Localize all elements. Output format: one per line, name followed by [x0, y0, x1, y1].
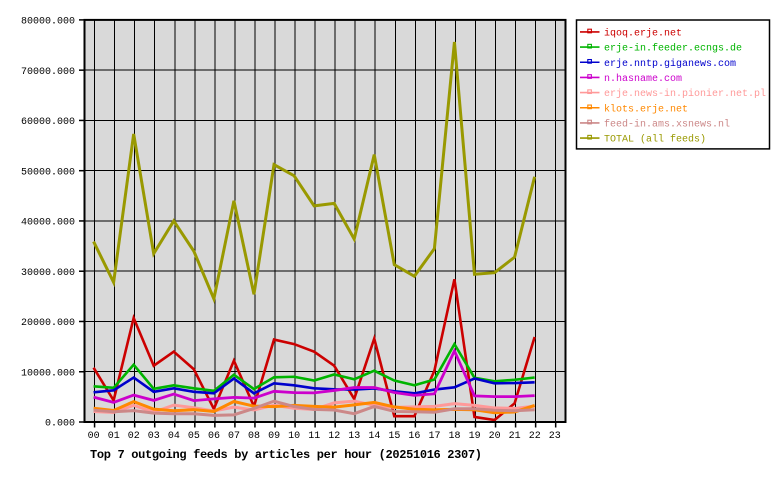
- svg-text:23: 23: [549, 431, 561, 442]
- svg-text:09: 09: [268, 431, 280, 442]
- svg-text:21: 21: [509, 431, 521, 442]
- svg-text:08: 08: [248, 431, 260, 442]
- svg-text:70000.000: 70000.000: [21, 67, 75, 78]
- svg-text:0.000: 0.000: [45, 419, 75, 430]
- svg-text:05: 05: [188, 431, 200, 442]
- svg-text:06: 06: [208, 431, 220, 442]
- svg-text:60000.000: 60000.000: [21, 117, 75, 128]
- svg-text:n.hasname.com: n.hasname.com: [604, 73, 682, 85]
- svg-text:19: 19: [469, 431, 481, 442]
- svg-text:20: 20: [489, 431, 501, 442]
- svg-text:14: 14: [368, 431, 380, 442]
- svg-text:40000.000: 40000.000: [21, 218, 75, 229]
- svg-text:15: 15: [388, 431, 400, 442]
- svg-text:03: 03: [148, 431, 160, 442]
- svg-text:TOTAL (all feeds): TOTAL (all feeds): [604, 134, 706, 146]
- svg-text:02: 02: [128, 431, 140, 442]
- svg-text:22: 22: [529, 431, 541, 442]
- svg-text:07: 07: [228, 431, 240, 442]
- svg-text:feed-in.ams.xsnews.nl: feed-in.ams.xsnews.nl: [604, 119, 730, 131]
- svg-text:17: 17: [428, 431, 440, 442]
- svg-text:30000.000: 30000.000: [21, 268, 75, 279]
- svg-text:04: 04: [168, 431, 180, 442]
- svg-text:erje.nntp.giganews.com: erje.nntp.giganews.com: [604, 58, 736, 70]
- svg-text:11: 11: [308, 431, 320, 442]
- svg-text:01: 01: [108, 431, 120, 442]
- svg-text:20000.000: 20000.000: [21, 318, 75, 329]
- svg-text:erje-in.feeder.ecngs.de: erje-in.feeder.ecngs.de: [604, 43, 742, 55]
- svg-text:Top 7 outgoing feeds by articl: Top 7 outgoing feeds by articles per hou…: [90, 448, 482, 462]
- svg-text:50000.000: 50000.000: [21, 167, 75, 178]
- svg-text:10: 10: [288, 431, 300, 442]
- svg-text:13: 13: [348, 431, 360, 442]
- svg-text:erje.news-in.pionier.net.pl: erje.news-in.pionier.net.pl: [604, 88, 766, 100]
- svg-text:18: 18: [449, 431, 461, 442]
- svg-text:00: 00: [88, 431, 100, 442]
- svg-text:10000.000: 10000.000: [21, 368, 75, 379]
- svg-text:12: 12: [328, 431, 340, 442]
- svg-text:16: 16: [408, 431, 420, 442]
- svg-text:klots.erje.net: klots.erje.net: [604, 103, 688, 115]
- svg-text:iqoq.erje.net: iqoq.erje.net: [604, 28, 682, 40]
- svg-text:80000.000: 80000.000: [21, 17, 75, 28]
